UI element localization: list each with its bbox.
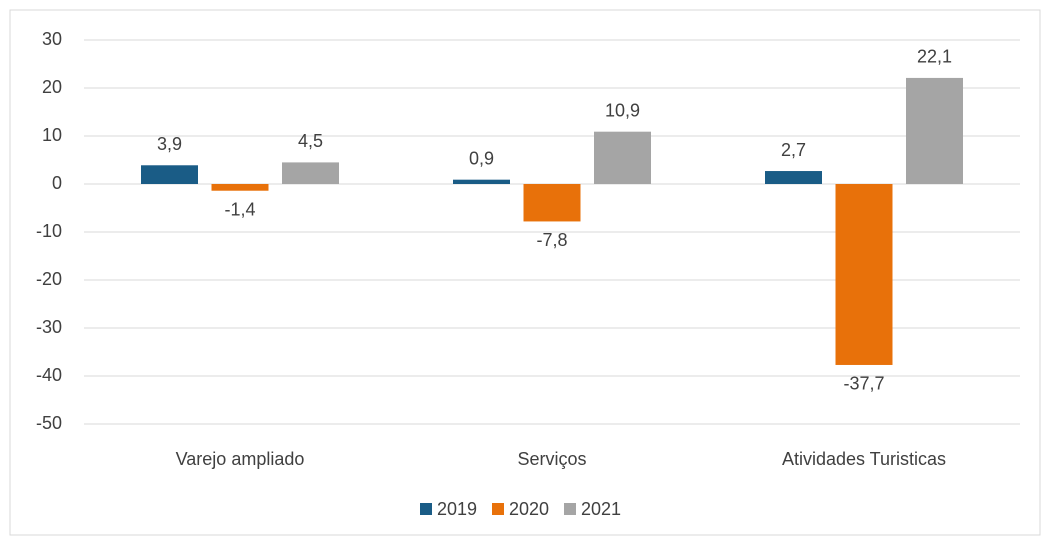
y-tick-label: 10 xyxy=(42,125,62,145)
y-tick-label: -20 xyxy=(36,269,62,289)
legend-swatch xyxy=(420,503,432,515)
y-tick-label: 30 xyxy=(42,29,62,49)
legend-label: 2019 xyxy=(437,499,477,519)
y-tick-label: -40 xyxy=(36,365,62,385)
data-label: 22,1 xyxy=(917,47,952,67)
y-tick-label: -10 xyxy=(36,221,62,241)
x-tick-label: Varejo ampliado xyxy=(176,449,305,469)
data-label: -7,8 xyxy=(536,230,567,250)
bar xyxy=(594,131,651,184)
x-tick-label: Atividades Turisticas xyxy=(782,449,946,469)
bar xyxy=(211,184,269,191)
data-label: 0,9 xyxy=(469,148,494,168)
data-label: 2,7 xyxy=(781,140,806,160)
legend-swatch xyxy=(564,503,576,515)
bar xyxy=(765,171,822,184)
bar xyxy=(141,165,198,184)
x-tick-label: Serviços xyxy=(517,449,586,469)
data-label: 10,9 xyxy=(605,100,640,120)
bar xyxy=(835,184,893,365)
y-tick-label: 20 xyxy=(42,77,62,97)
data-label: -37,7 xyxy=(843,374,884,394)
data-label: -1,4 xyxy=(224,199,255,219)
y-tick-label: -50 xyxy=(36,413,62,433)
legend-label: 2021 xyxy=(581,499,621,519)
bar xyxy=(523,184,581,222)
bar xyxy=(282,162,339,184)
bar xyxy=(906,77,963,184)
data-label: 4,5 xyxy=(298,131,323,151)
legend-label: 2020 xyxy=(509,499,549,519)
y-tick-label: -30 xyxy=(36,317,62,337)
legend-swatch xyxy=(492,503,504,515)
data-label: 3,9 xyxy=(157,134,182,154)
bar xyxy=(453,179,510,184)
y-tick-label: 0 xyxy=(52,173,62,193)
